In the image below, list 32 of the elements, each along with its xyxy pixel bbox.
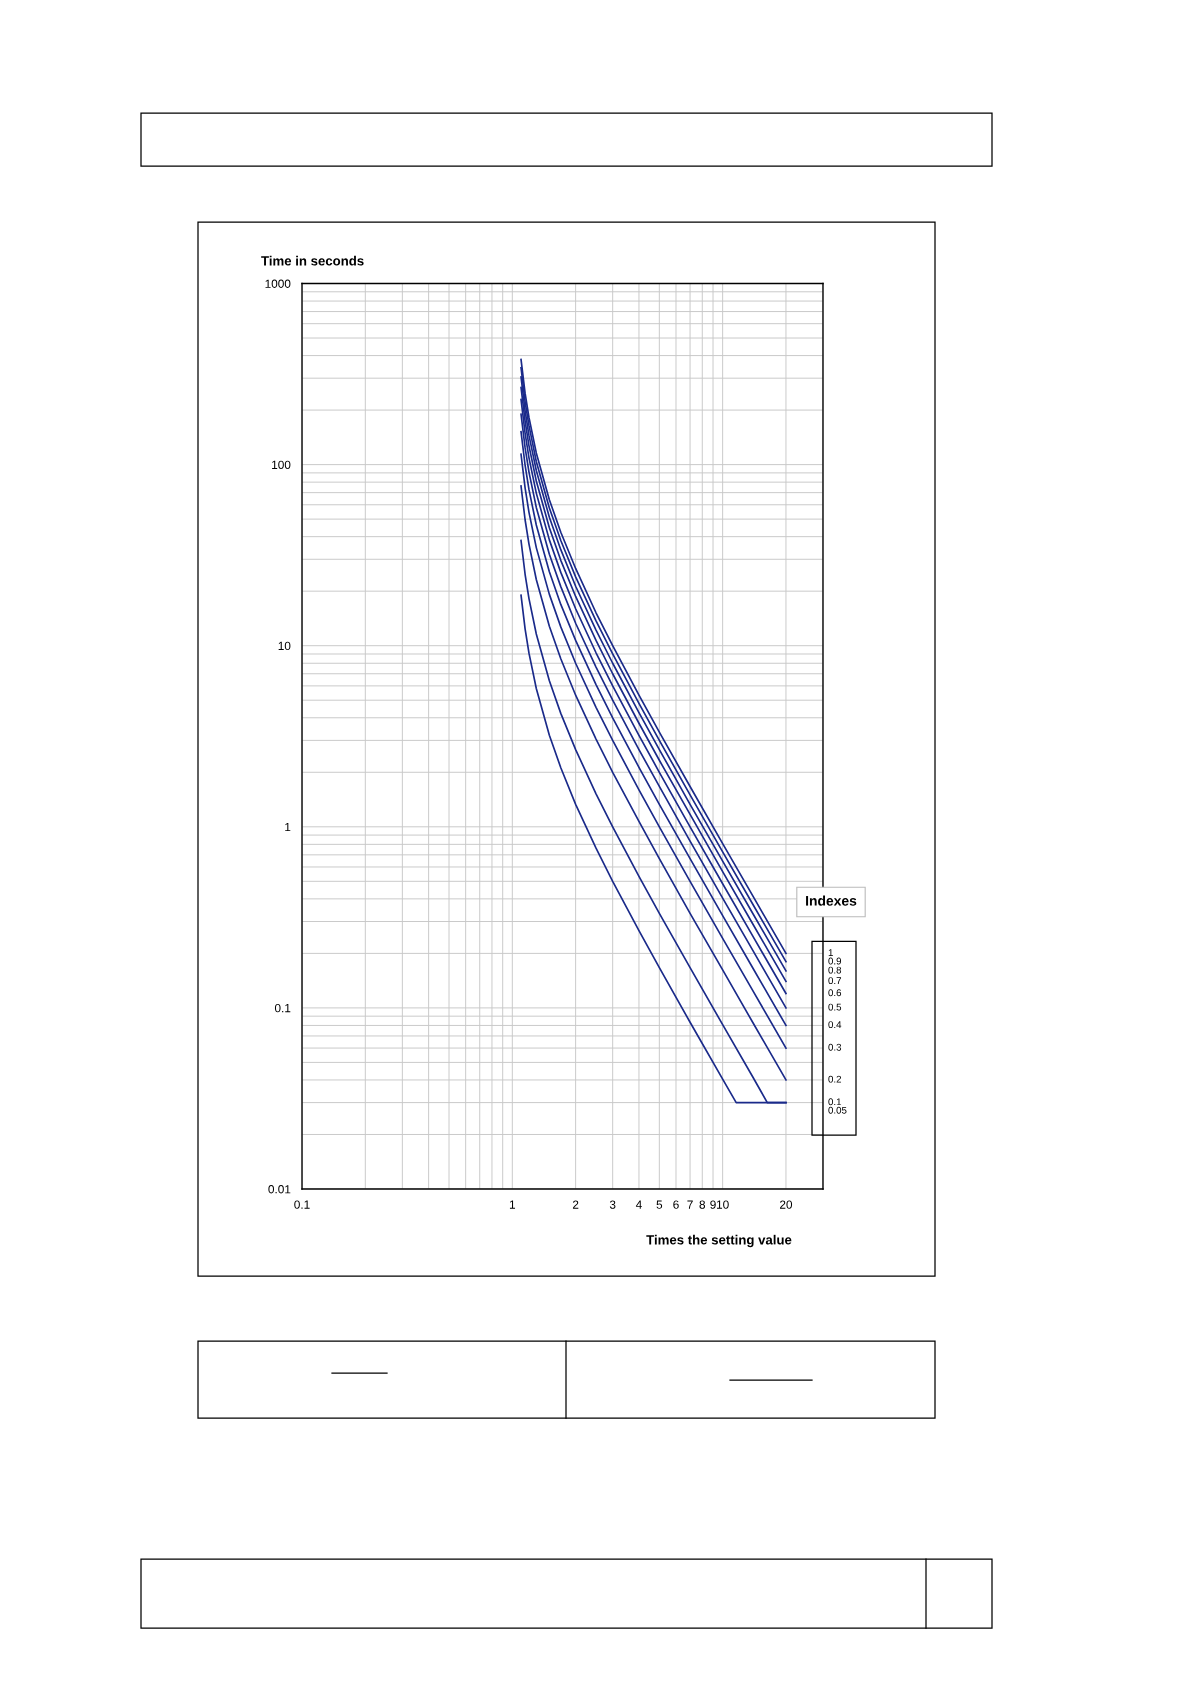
y-axis-title: Time in seconds (261, 255, 364, 266)
x-tick-label: 20 (779, 1200, 793, 1209)
text: 0.8 (828, 966, 842, 974)
text: 0.5 (828, 1003, 842, 1011)
text: 0.6 (828, 989, 842, 997)
x-tick-label: 7 (687, 1200, 693, 1209)
x-tick-label: 1 (509, 1200, 516, 1209)
x-axis-title: Times the setting value (646, 1234, 792, 1248)
x-tick-label: 5 (656, 1200, 663, 1209)
x-tick-label: 4 (635, 1200, 642, 1209)
text: 1 (828, 949, 833, 956)
x-tick-label: 9 (710, 1200, 716, 1209)
text: 0.4 (828, 1021, 842, 1029)
text: 0.7 (828, 977, 842, 985)
legend-title: Indexes (806, 895, 857, 906)
text: 0.1 (828, 1098, 842, 1106)
x-tick-label: 0.1 (294, 1200, 310, 1209)
x-tick-label: 6 (673, 1200, 679, 1209)
text: 0.05 (828, 1106, 847, 1114)
x-tick-label: 2 (572, 1200, 579, 1209)
x-tick-label: 10 (716, 1200, 729, 1209)
text: 0.3 (828, 1043, 842, 1051)
text: 0.9 (828, 957, 842, 965)
x-tick-label: 8 (699, 1200, 706, 1209)
x-tick-label: 3 (609, 1200, 616, 1209)
y-tick-label: 100 (272, 460, 291, 469)
y-tick-label: 10 (278, 641, 291, 651)
y-tick-label: 1 (285, 822, 291, 832)
text: 0.2 (828, 1075, 842, 1083)
y-tick-label: 0.1 (274, 1003, 291, 1013)
y-tick-label: 0.01 (268, 1185, 291, 1194)
y-tick-label: 1000 (265, 279, 291, 288)
